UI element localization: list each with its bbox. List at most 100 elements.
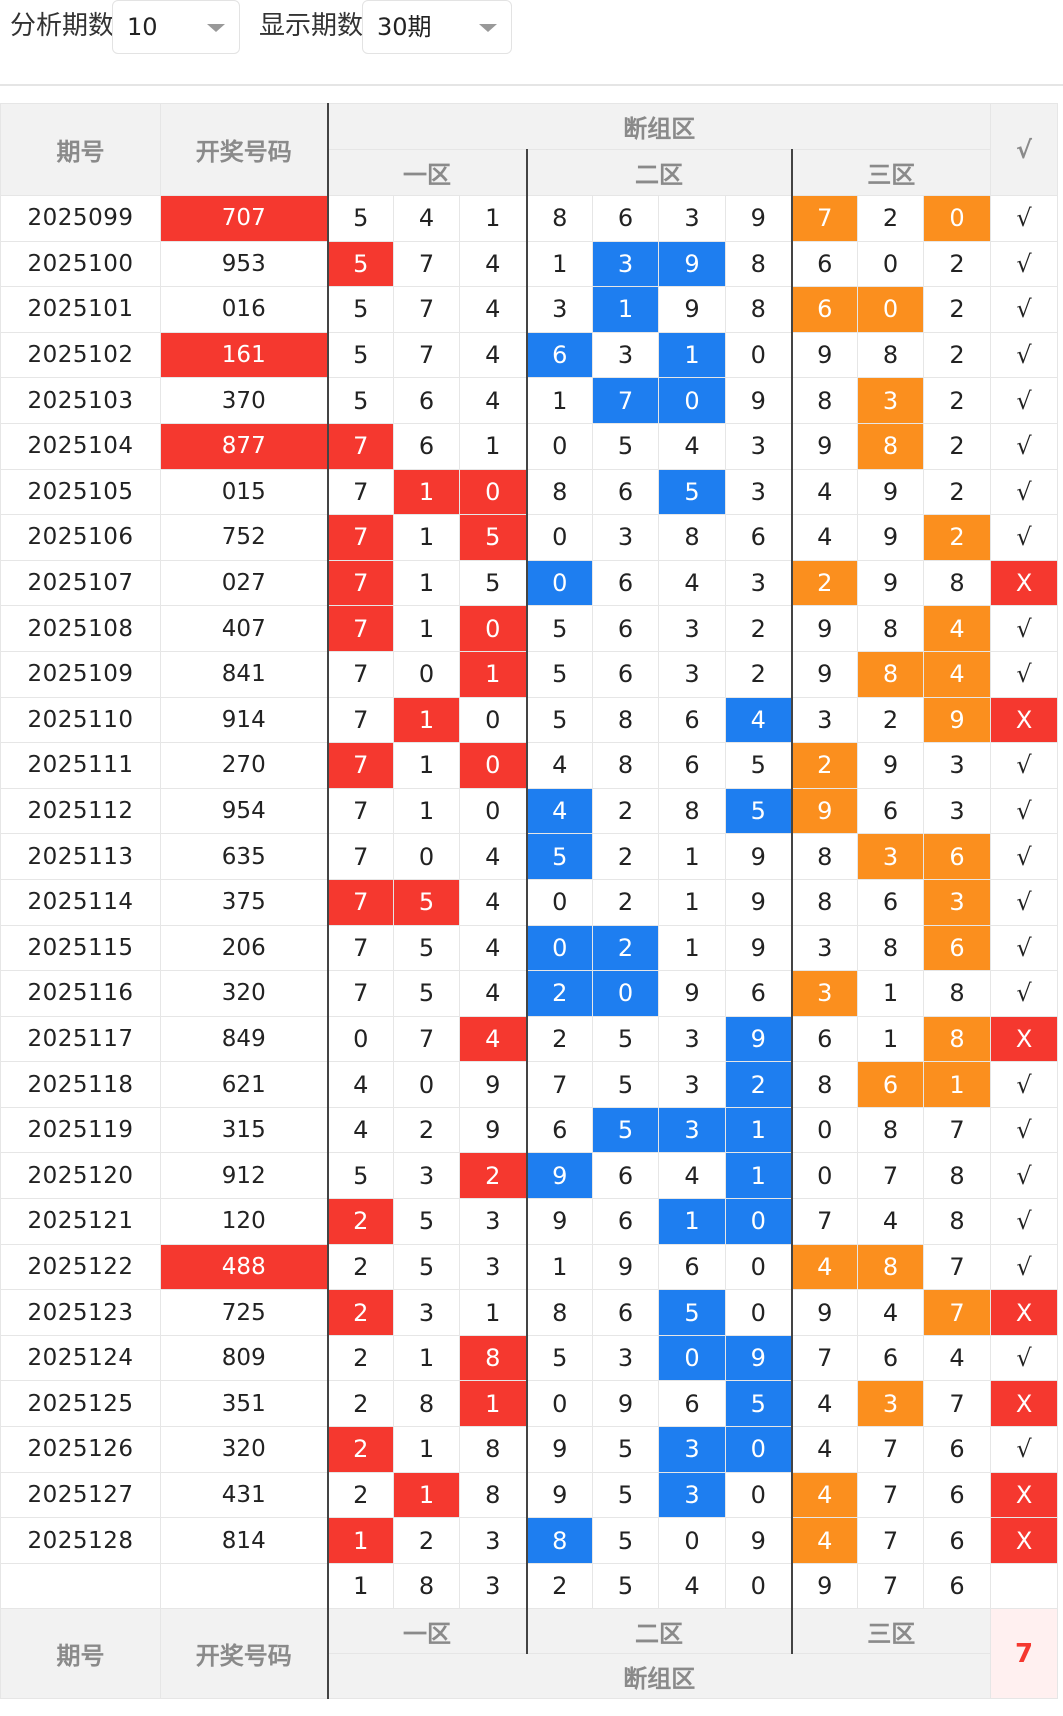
digit-cell: 4 — [922, 605, 992, 652]
empty-cell — [0, 1562, 161, 1610]
digit-cell: 4 — [459, 970, 527, 1017]
digit-cell: 5 — [459, 559, 527, 607]
digit-cell: 9 — [790, 650, 858, 698]
digit-cell: 5 — [725, 787, 792, 835]
periods-select[interactable]: 10 — [112, 0, 240, 54]
digit-cell: 6 — [857, 1334, 924, 1382]
winning-number-cell: 351 — [160, 1380, 328, 1428]
digit-cell: 3 — [922, 787, 992, 835]
digit-cell: 7 — [922, 1243, 992, 1291]
digit-cell: 6 — [393, 377, 460, 424]
digit-cell: 6 — [922, 1471, 992, 1519]
digit-cell: 9 — [525, 1426, 593, 1473]
digit-cell: 6 — [922, 1426, 992, 1473]
result-mark-cell: X — [990, 1380, 1059, 1428]
digit-cell: 9 — [459, 1061, 527, 1108]
digit-cell: 6 — [725, 970, 792, 1017]
result-mark-cell: √ — [990, 1061, 1059, 1108]
digit-cell: 8 — [658, 787, 726, 835]
digit-cell: 3 — [725, 422, 792, 470]
period-cell: 2025104 — [0, 422, 161, 470]
summary-digit-cell: 8 — [393, 1562, 460, 1610]
digit-cell: 7 — [857, 1152, 924, 1200]
digit-cell: 8 — [459, 1334, 527, 1382]
digit-cell: 5 — [326, 377, 394, 424]
digit-cell: 9 — [725, 833, 792, 880]
digit-cell: 9 — [725, 195, 792, 242]
result-mark-cell: √ — [990, 514, 1059, 561]
digit-cell: 9 — [725, 377, 792, 424]
footer-period: 期号 — [0, 1608, 161, 1700]
digit-cell: 2 — [725, 605, 792, 652]
period-cell: 2025121 — [0, 1198, 161, 1245]
digit-cell: 2 — [326, 1471, 394, 1519]
table-body: 2025099 707 5 4 1 8 6 3 9 7 2 0 √ 2025100 953 5 7 4 1 3 9 8 6 0… — [0, 195, 1059, 1610]
footer-zone-1: 一区 — [326, 1608, 527, 1655]
digit-cell: 0 — [790, 1152, 858, 1200]
digit-cell: 0 — [725, 331, 792, 379]
digit-cell: 5 — [326, 195, 394, 242]
digit-cell: 4 — [790, 1243, 858, 1291]
digit-cell: 3 — [658, 1106, 726, 1154]
digit-cell: 9 — [525, 1198, 593, 1245]
digit-cell: 0 — [725, 1471, 792, 1519]
display-label: 显示期数 — [259, 11, 364, 41]
digit-cell: 7 — [326, 833, 394, 880]
digit-cell: 5 — [525, 833, 593, 880]
summary-digit-cell: 0 — [725, 1562, 792, 1610]
digit-cell: 8 — [393, 1380, 460, 1428]
digit-cell: 8 — [725, 286, 792, 333]
digit-cell: 0 — [525, 878, 593, 926]
digit-cell: 1 — [326, 1517, 394, 1564]
digit-cell: 0 — [658, 377, 726, 424]
digit-cell: 2 — [592, 833, 659, 880]
digit-cell: 3 — [459, 1198, 527, 1245]
digit-cell: 0 — [857, 286, 924, 333]
digit-cell: 3 — [922, 878, 992, 926]
digit-cell: 5 — [459, 514, 527, 561]
digit-cell: 7 — [326, 422, 394, 470]
digit-cell: 8 — [525, 1289, 593, 1336]
digit-cell: 3 — [857, 1380, 924, 1428]
digit-cell: 9 — [658, 240, 726, 288]
digit-cell: 9 — [592, 1380, 659, 1428]
digit-cell: 9 — [857, 468, 924, 516]
period-cell: 2025118 — [0, 1061, 161, 1108]
period-cell: 2025102 — [0, 331, 161, 379]
digit-cell: 5 — [592, 1106, 659, 1154]
winning-number-cell: 953 — [160, 240, 328, 288]
period-cell: 2025116 — [0, 970, 161, 1017]
result-mark-cell: √ — [990, 1243, 1059, 1291]
result-mark-cell: √ — [990, 286, 1059, 333]
digit-cell: 3 — [725, 559, 792, 607]
digit-cell: 5 — [592, 1061, 659, 1108]
digit-cell: 1 — [459, 195, 527, 242]
digit-cell: 7 — [326, 970, 394, 1017]
table-row: 2025125 351 2 8 1 0 9 6 5 4 3 7 X — [0, 1380, 1059, 1428]
digit-cell: 8 — [725, 240, 792, 288]
digit-cell: 5 — [592, 1015, 659, 1063]
digit-cell: 4 — [790, 468, 858, 516]
digit-cell: 4 — [326, 1106, 394, 1154]
digit-cell: 0 — [725, 1198, 792, 1245]
winning-number-cell: 635 — [160, 833, 328, 880]
table-row: 2025103 370 5 6 4 1 7 0 9 8 3 2 √ — [0, 377, 1059, 424]
digit-cell: 0 — [459, 742, 527, 789]
digit-cell: 1 — [459, 1289, 527, 1336]
period-cell: 2025128 — [0, 1517, 161, 1564]
digit-cell: 1 — [393, 1426, 460, 1473]
digit-cell: 3 — [525, 286, 593, 333]
digit-cell: 6 — [790, 1015, 858, 1063]
digit-cell: 8 — [922, 970, 992, 1017]
digit-cell: 2 — [857, 696, 924, 744]
digit-cell: 2 — [790, 559, 858, 607]
period-cell: 2025099 — [0, 195, 161, 242]
digit-cell: 4 — [790, 514, 858, 561]
digit-cell: 1 — [525, 240, 593, 288]
digit-cell: 3 — [393, 1152, 460, 1200]
digit-cell: 2 — [857, 195, 924, 242]
digit-cell: 9 — [592, 1243, 659, 1291]
display-select[interactable]: 30期 — [362, 0, 512, 54]
digit-cell: 4 — [790, 1426, 858, 1473]
table-row: 2025115 206 7 5 4 0 2 1 9 3 8 6 √ — [0, 924, 1059, 972]
